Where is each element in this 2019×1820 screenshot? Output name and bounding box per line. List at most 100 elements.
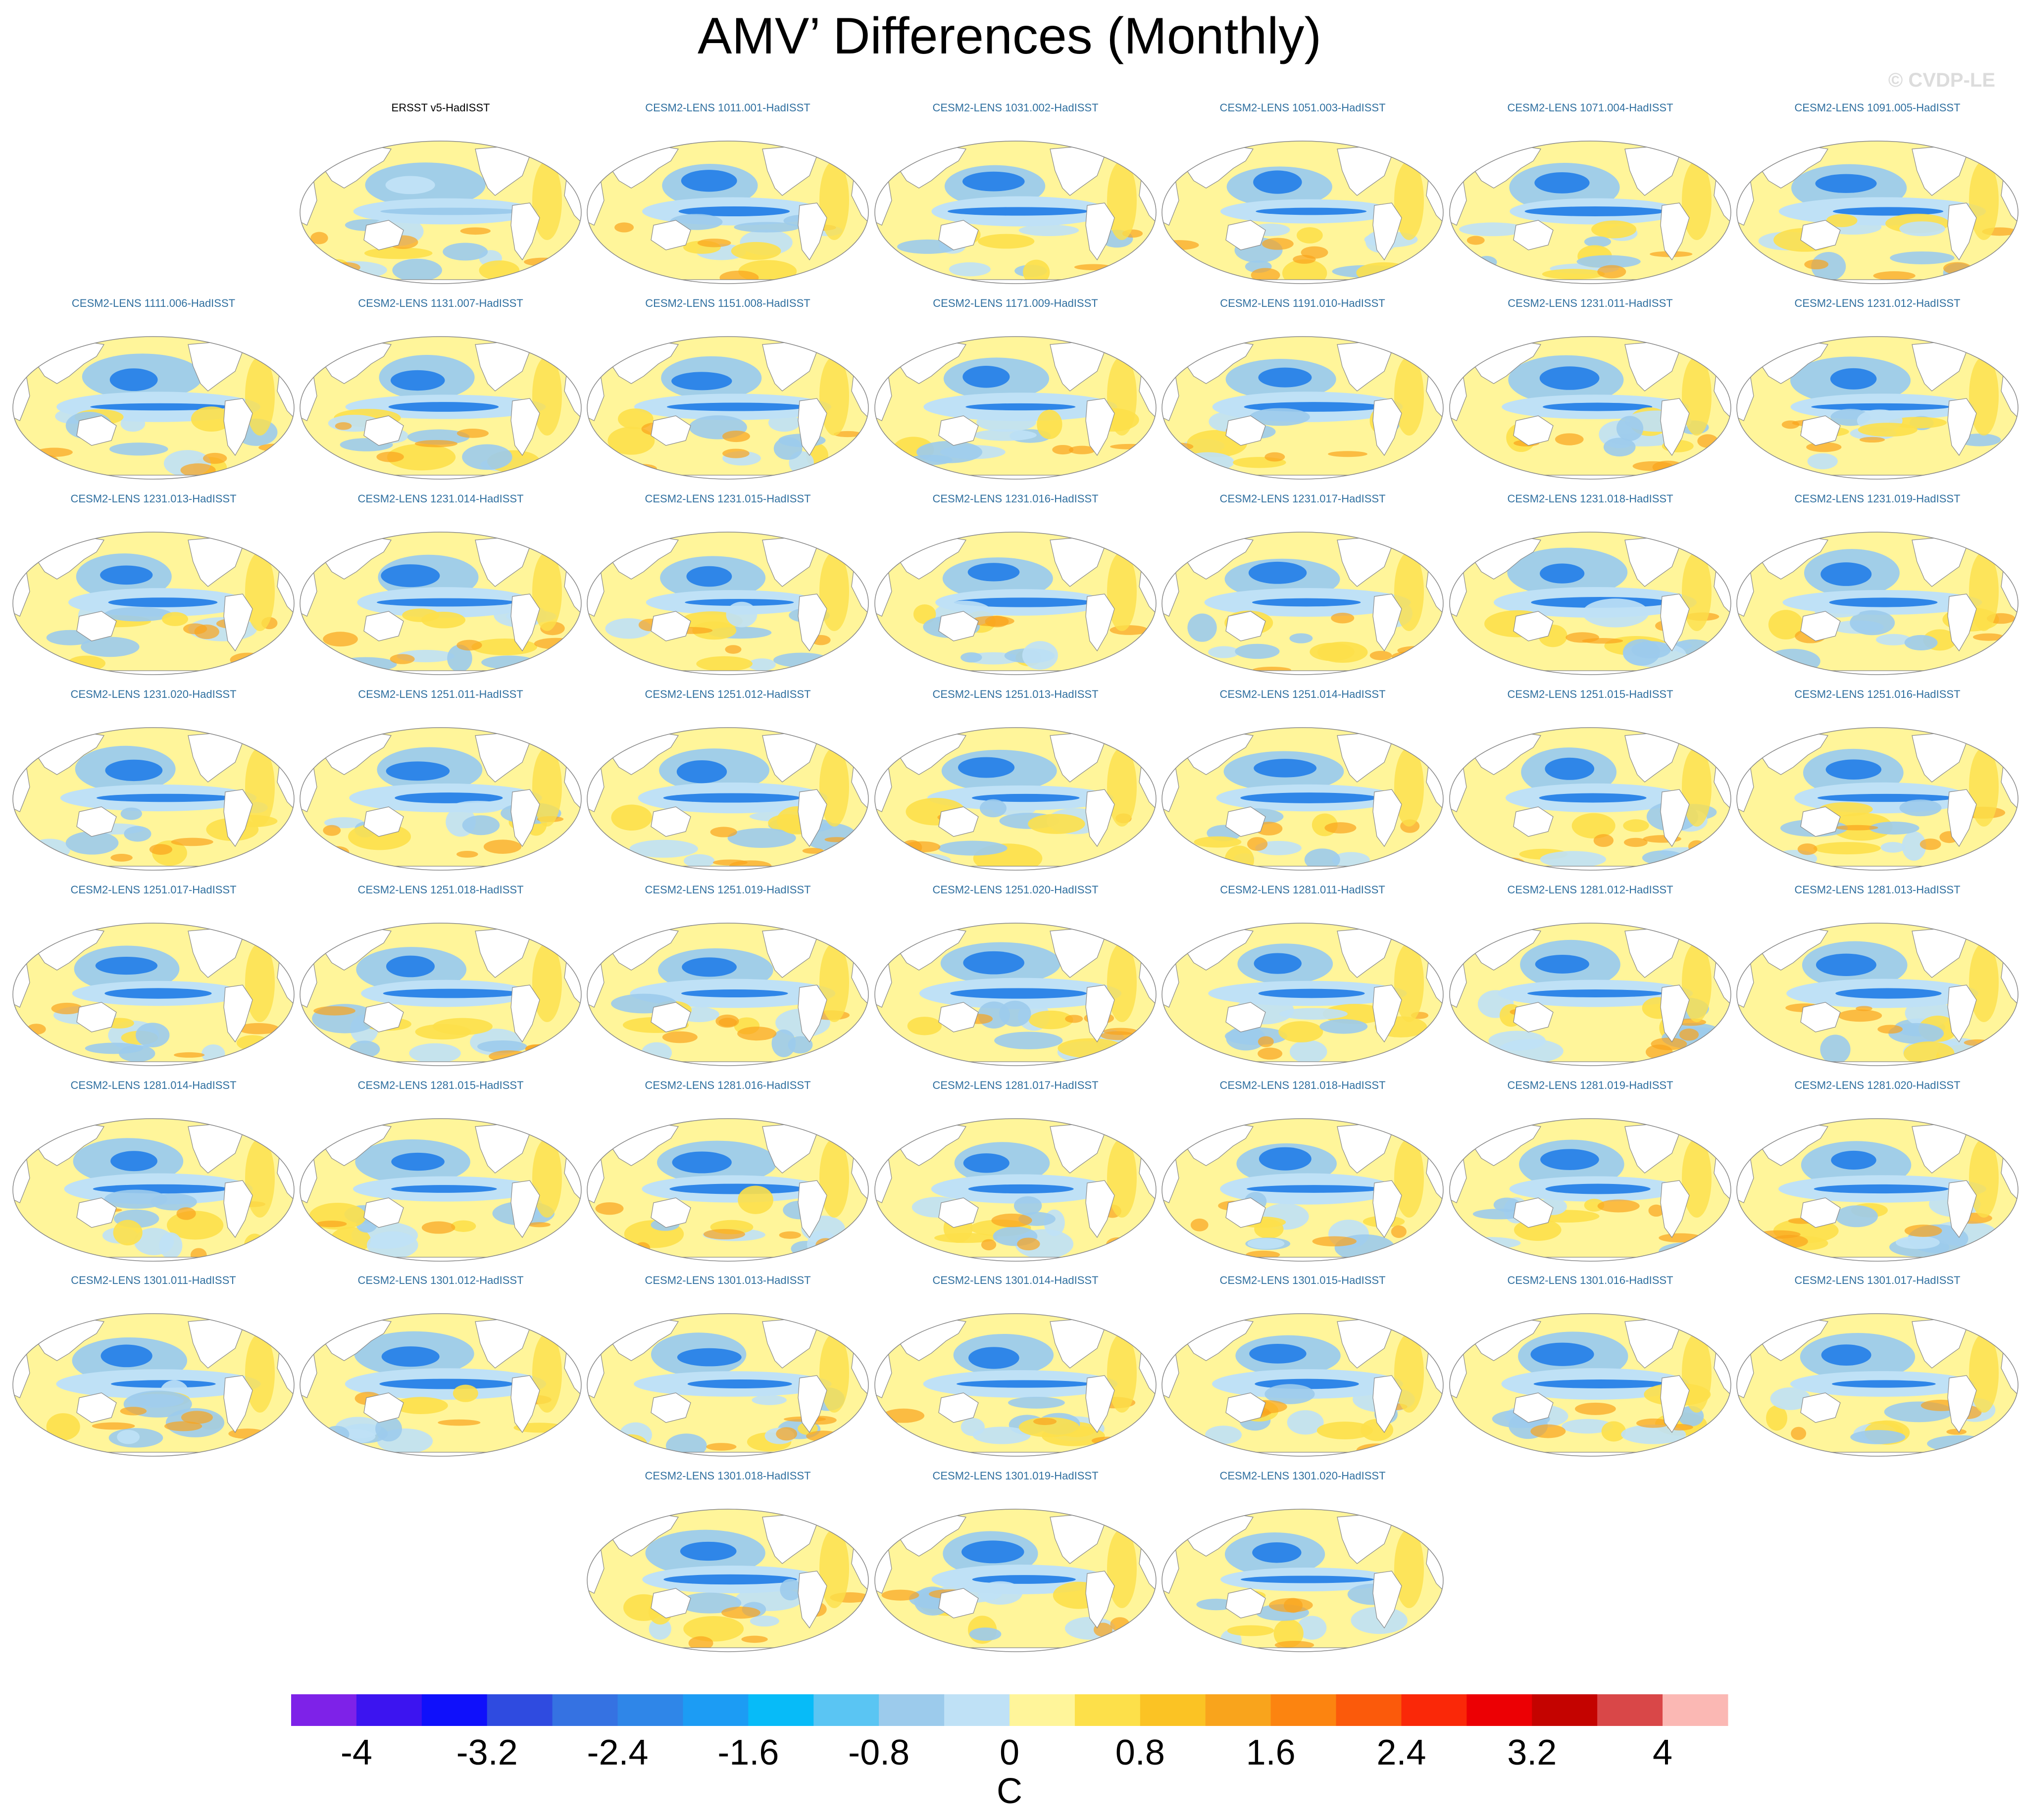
map-panel: CESM2-LENS 1301.020-HadISST xyxy=(1159,1470,1446,1664)
map-panel: CESM2-LENS 1231.020-HadISST xyxy=(10,688,297,882)
robinson-map xyxy=(874,532,1157,675)
panel-title: CESM2-LENS 1231.020-HadISST xyxy=(70,688,237,700)
panel-title: CESM2-LENS 1301.012-HadISST xyxy=(357,1274,524,1286)
map-panel: CESM2-LENS 1151.008-HadISST xyxy=(584,297,871,491)
robinson-map xyxy=(874,336,1157,480)
panel-title: CESM2-LENS 1281.014-HadISST xyxy=(70,1079,237,1091)
map-panel: CESM2-LENS 1251.014-HadISST xyxy=(1159,688,1446,882)
panel-title: CESM2-LENS 1281.018-HadISST xyxy=(1219,1079,1386,1091)
map-panel: CESM2-LENS 1301.017-HadISST xyxy=(1734,1274,2019,1468)
colorbar-units: C xyxy=(997,1771,1022,1811)
map-panel: CESM2-LENS 1231.012-HadISST xyxy=(1734,297,2019,491)
panel-title: CESM2-LENS 1091.005-HadISST xyxy=(1794,101,1961,114)
panel-title: CESM2-LENS 1301.013-HadISST xyxy=(645,1274,811,1286)
robinson-map xyxy=(1449,1313,1731,1457)
robinson-map xyxy=(1449,141,1731,284)
panel-title: CESM2-LENS 1111.006-HadISST xyxy=(71,297,236,309)
map-panel: CESM2-LENS 1031.002-HadISST xyxy=(872,101,1159,295)
panel-title: CESM2-LENS 1031.002-HadISST xyxy=(932,101,1099,114)
panel-title: CESM2-LENS 1281.019-HadISST xyxy=(1507,1079,1673,1091)
panel-title: CESM2-LENS 1231.018-HadISST xyxy=(1507,492,1673,505)
colorbar-tick-label: 2.4 xyxy=(1376,1733,1426,1772)
robinson-map xyxy=(1736,727,2019,871)
colorbar-swatch xyxy=(291,1694,357,1726)
robinson-map xyxy=(1161,1313,1444,1457)
map-panel: CESM2-LENS 1301.014-HadISST xyxy=(872,1274,1159,1468)
map-panel: CESM2-LENS 1251.012-HadISST xyxy=(584,688,871,882)
robinson-map xyxy=(12,336,295,480)
map-panel: CESM2-LENS 1231.014-HadISST xyxy=(297,492,584,687)
colorbar-swatch xyxy=(617,1694,683,1726)
panel-title: CESM2-LENS 1301.011-HadISST xyxy=(71,1274,236,1286)
colorbar-tick-label: -0.8 xyxy=(848,1733,910,1772)
colorbar-swatch xyxy=(1532,1694,1598,1726)
panel-title: CESM2-LENS 1231.019-HadISST xyxy=(1794,492,1961,505)
map-panel: CESM2-LENS 1251.011-HadISST xyxy=(297,688,584,882)
map-panel: CESM2-LENS 1111.006-HadISST xyxy=(10,297,297,491)
map-panel: CESM2-LENS 1251.013-HadISST xyxy=(872,688,1159,882)
map-panel: CESM2-LENS 1251.016-HadISST xyxy=(1734,688,2019,882)
colorbar-swatch xyxy=(813,1694,879,1726)
colorbar-swatch xyxy=(487,1694,553,1726)
map-panel: CESM2-LENS 1281.014-HadISST xyxy=(10,1079,297,1273)
colorbar-tick-label: -1.6 xyxy=(717,1733,779,1772)
robinson-map xyxy=(300,1118,582,1262)
panel-title: CESM2-LENS 1281.012-HadISST xyxy=(1507,884,1673,896)
map-panel: CESM2-LENS 1091.005-HadISST xyxy=(1734,101,2019,295)
colorbar-swatch xyxy=(356,1694,422,1726)
map-panel: CESM2-LENS 1281.016-HadISST xyxy=(584,1079,871,1273)
panel-title: CESM2-LENS 1231.017-HadISST xyxy=(1219,492,1386,505)
watermark: © CVDP-LE xyxy=(1888,69,1995,91)
map-panel: CESM2-LENS 1231.011-HadISST xyxy=(1447,297,1734,491)
map-panel: CESM2-LENS 1231.015-HadISST xyxy=(584,492,871,687)
panel-title: CESM2-LENS 1301.014-HadISST xyxy=(932,1274,1099,1286)
map-panel: CESM2-LENS 1301.011-HadISST xyxy=(10,1274,297,1468)
colorbar-tick-label: 0 xyxy=(999,1733,1020,1772)
map-panel: CESM2-LENS 1231.018-HadISST xyxy=(1447,492,1734,687)
colorbar-swatch xyxy=(1663,1694,1728,1726)
map-panel: CESM2-LENS 1281.020-HadISST xyxy=(1734,1079,2019,1273)
map-panel: CESM2-LENS 1301.016-HadISST xyxy=(1447,1274,1734,1468)
panel-title: CESM2-LENS 1231.016-HadISST xyxy=(932,492,1099,505)
robinson-map xyxy=(1736,1118,2019,1262)
robinson-map xyxy=(587,727,869,871)
robinson-map xyxy=(874,1313,1157,1457)
robinson-map xyxy=(12,727,295,871)
colorbar-swatch xyxy=(1466,1694,1532,1726)
panel-title: CESM2-LENS 1281.020-HadISST xyxy=(1794,1079,1961,1091)
robinson-map xyxy=(1449,1118,1731,1262)
robinson-map xyxy=(1736,923,2019,1066)
map-panel: CESM2-LENS 1281.015-HadISST xyxy=(297,1079,584,1273)
panel-title: CESM2-LENS 1251.017-HadISST xyxy=(70,884,237,896)
robinson-map xyxy=(874,1118,1157,1262)
colorbar-swatch xyxy=(879,1694,945,1726)
robinson-map xyxy=(587,532,869,675)
panel-title: CESM2-LENS 1231.015-HadISST xyxy=(645,492,811,505)
robinson-map xyxy=(1161,1118,1444,1262)
panel-title: CESM2-LENS 1251.011-HadISST xyxy=(358,688,523,700)
panel-title: CESM2-LENS 1011.001-HadISST xyxy=(645,101,810,114)
colorbar-tick-label: -2.4 xyxy=(587,1733,649,1772)
panel-title: CESM2-LENS 1231.011-HadISST xyxy=(1508,297,1673,309)
map-panel: CESM2-LENS 1281.013-HadISST xyxy=(1734,884,2019,1078)
robinson-map xyxy=(587,1118,869,1262)
robinson-map xyxy=(300,923,582,1066)
panel-title: CESM2-LENS 1281.013-HadISST xyxy=(1794,884,1961,896)
colorbar-tick-label: -3.2 xyxy=(456,1733,518,1772)
panel-title: CESM2-LENS 1071.004-HadISST xyxy=(1507,101,1673,114)
panel-title: CESM2-LENS 1301.015-HadISST xyxy=(1219,1274,1386,1286)
robinson-map xyxy=(12,1118,295,1262)
robinson-map xyxy=(12,923,295,1066)
panel-title: CESM2-LENS 1281.017-HadISST xyxy=(932,1079,1099,1091)
panel-title: CESM2-LENS 1231.012-HadISST xyxy=(1794,297,1961,309)
panel-title: CESM2-LENS 1251.020-HadISST xyxy=(932,884,1099,896)
robinson-map xyxy=(587,141,869,284)
colorbar-tick-label: -4 xyxy=(340,1733,372,1772)
panel-title: CESM2-LENS 1281.011-HadISST xyxy=(1220,884,1385,896)
map-panel: CESM2-LENS 1231.019-HadISST xyxy=(1734,492,2019,687)
colorbar-swatch xyxy=(1336,1694,1402,1726)
colorbar-swatch xyxy=(1270,1694,1337,1726)
map-panel: CESM2-LENS 1301.013-HadISST xyxy=(584,1274,871,1468)
map-panel: CESM2-LENS 1301.012-HadISST xyxy=(297,1274,584,1468)
map-panel: CESM2-LENS 1231.016-HadISST xyxy=(872,492,1159,687)
